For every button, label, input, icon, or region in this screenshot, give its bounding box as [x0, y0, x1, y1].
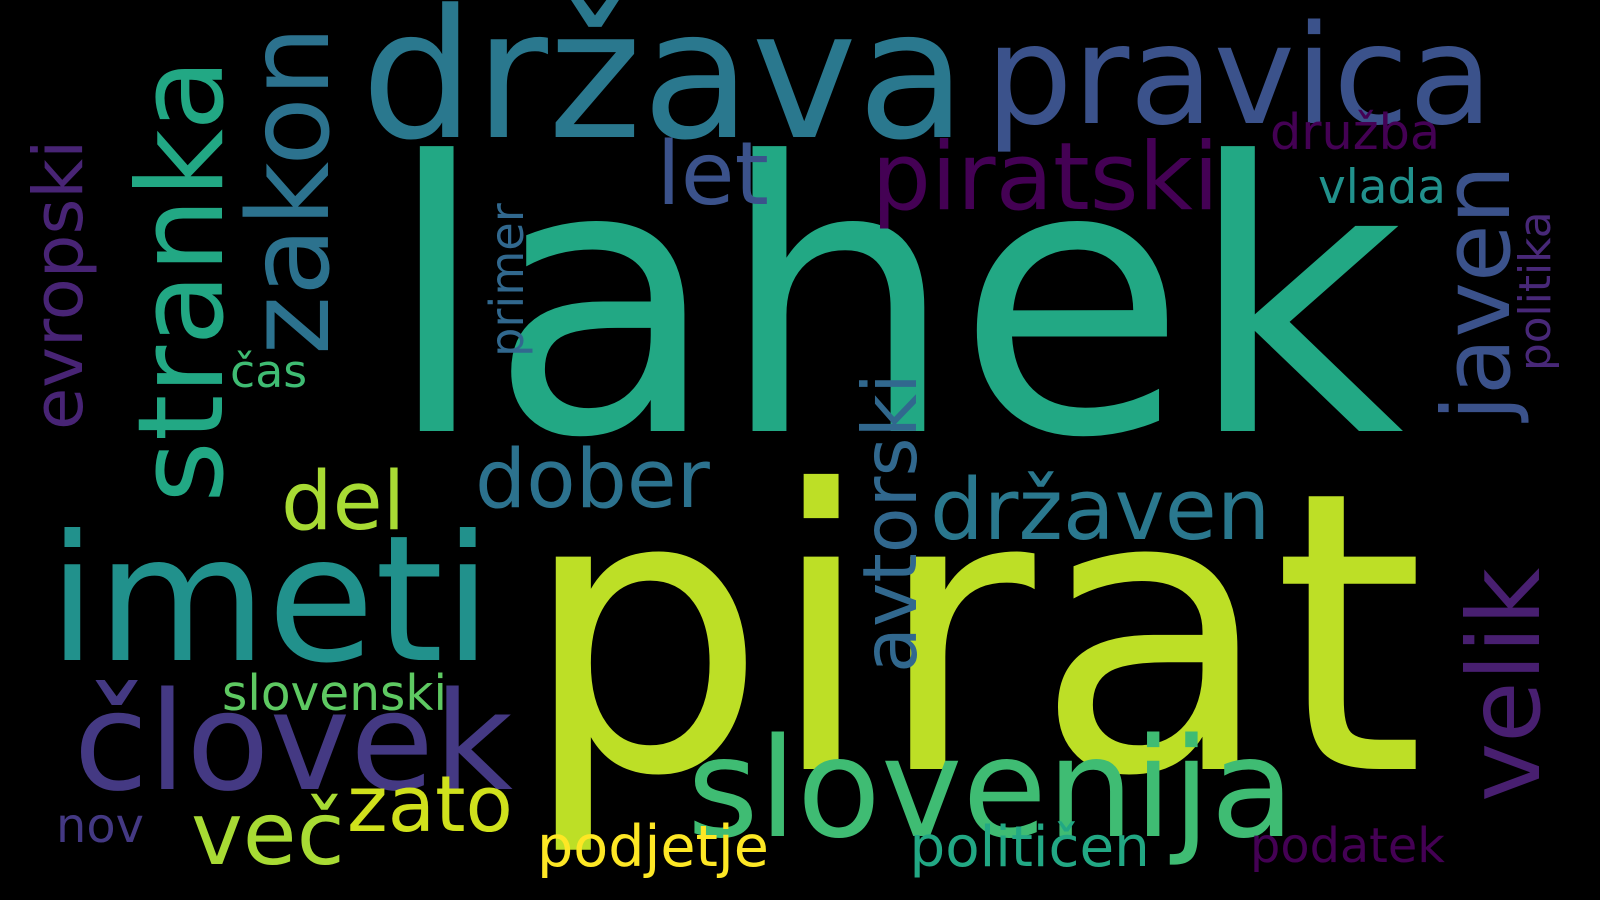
word-drzava: država	[361, 0, 967, 180]
word-podatek: podatek	[1250, 819, 1445, 874]
word-podjetje: podjetje	[537, 813, 769, 880]
word-velik: velik	[1446, 567, 1563, 802]
word-nov: nov	[56, 799, 144, 854]
word-zato: zato	[347, 760, 513, 850]
word-zakon: zakon	[223, 25, 355, 355]
word-druzba: družba	[1270, 103, 1441, 161]
word-lahek: lahek	[384, 83, 1405, 520]
word-cas: čas	[230, 344, 308, 398]
word-pravica: pravica	[985, 0, 1494, 156]
word-slovenija: slovenija	[687, 709, 1295, 869]
word-imeti: imeti	[48, 498, 492, 702]
word-evropski: evropski	[19, 139, 99, 430]
word-del: del	[281, 455, 406, 549]
word-avtorski: avtorski	[845, 372, 934, 673]
word-dober: dober	[475, 432, 710, 527]
word-pirat: pirat	[520, 408, 1425, 861]
word-vlada: vlada	[1318, 159, 1446, 215]
word-primer: primer	[479, 203, 534, 357]
word-piratski: piratski	[871, 122, 1220, 232]
word-clovek: človek	[73, 663, 513, 822]
word-let: let	[656, 123, 769, 225]
word-drzaven: državen	[930, 459, 1271, 559]
word-vec: več	[191, 783, 345, 885]
word-politika: politika	[1509, 210, 1561, 371]
word-politicen: političen	[909, 814, 1150, 880]
word-slovenski: slovenski	[222, 666, 447, 722]
